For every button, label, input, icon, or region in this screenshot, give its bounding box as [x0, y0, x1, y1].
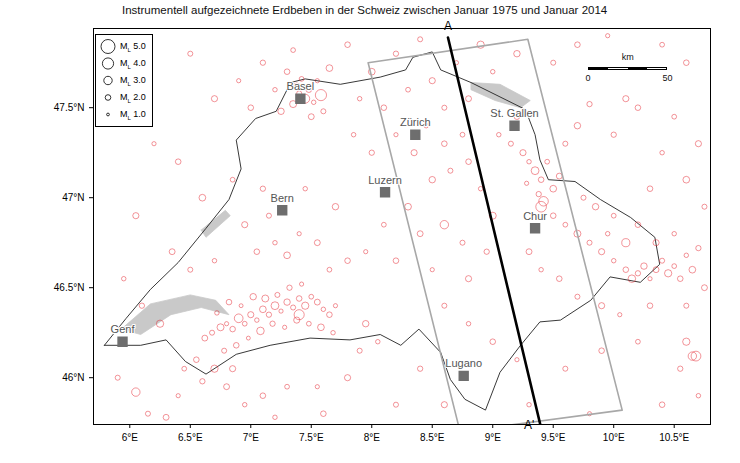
svg-text:47.5°N: 47.5°N [54, 102, 85, 113]
html-text:ML3.0: ML3.0 [120, 74, 146, 87]
svg-text:10.5°E: 10.5°E [659, 432, 689, 443]
svg-text:9°E: 9°E [485, 432, 502, 443]
html-text:0: 0 [585, 73, 591, 83]
svg-text:8°E: 8°E [364, 432, 381, 443]
svg-text:Genf: Genf [111, 323, 136, 335]
html-text:Instrumentell aufgezeichnete E: Instrumentell aufgezeichnete Erdbeben in… [122, 4, 608, 16]
svg-text:Lugano: Lugano [445, 357, 482, 369]
svg-text:Zürich: Zürich [400, 116, 431, 128]
svg-text:A: A [444, 19, 452, 33]
svg-text:A': A' [524, 417, 535, 432]
svg-text:Luzern: Luzern [368, 174, 402, 186]
svg-text:6°E: 6°E [122, 432, 139, 443]
svg-text:47°N: 47°N [62, 192, 84, 203]
html-text:ML5.0: ML5.0 [120, 40, 146, 53]
svg-text:Bern: Bern [271, 192, 294, 204]
svg-text:46.5°N: 46.5°N [54, 282, 85, 293]
svg-text:6.5°E: 6.5°E [178, 432, 203, 443]
svg-text:Chur: Chur [523, 210, 547, 222]
html-text:ML1.0: ML1.0 [120, 108, 146, 121]
svg-text:10°E: 10°E [603, 432, 625, 443]
html-text:ML2.0: ML2.0 [120, 91, 146, 104]
html-text:km: km [621, 52, 634, 62]
svg-text:St. Gallen: St. Gallen [490, 107, 538, 119]
svg-text:7°E: 7°E [243, 432, 260, 443]
svg-text:8.5°E: 8.5°E [420, 432, 445, 443]
svg-text:46°N: 46°N [62, 372, 84, 383]
html-text:50: 50 [662, 73, 673, 83]
svg-text:9.5°E: 9.5°E [541, 432, 566, 443]
svg-text:7.5°E: 7.5°E [299, 432, 324, 443]
html-text:ML4.0: ML4.0 [120, 57, 146, 70]
svg-text:Basel: Basel [287, 80, 315, 92]
